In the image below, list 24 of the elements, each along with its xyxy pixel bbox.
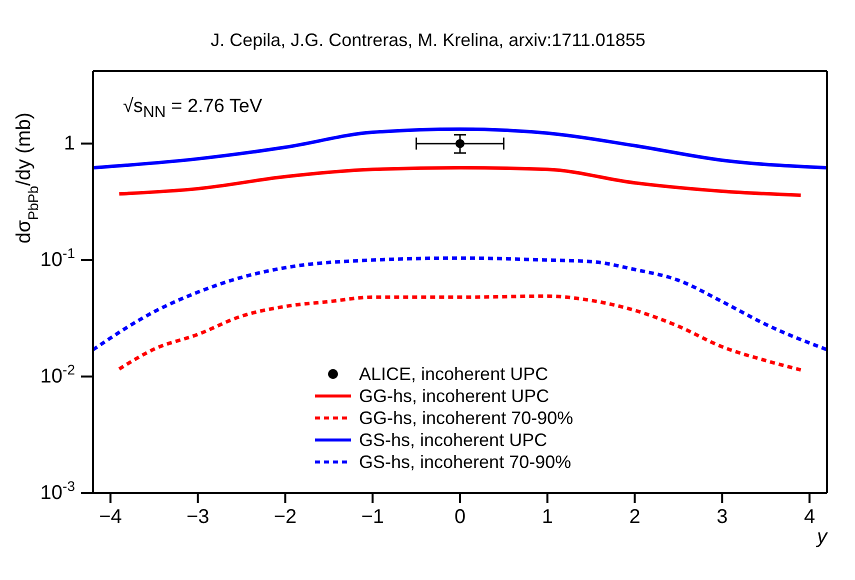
- x-axis-title: y: [815, 526, 828, 548]
- x-tick-label: −4: [99, 506, 122, 528]
- legend-label: GG-hs, incoherent UPC: [359, 386, 550, 406]
- legend-label: ALICE, incoherent UPC: [359, 364, 548, 384]
- legend-label: GS-hs, incoherent UPC: [359, 430, 548, 450]
- legend-label: GS-hs, incoherent 70-90%: [359, 452, 572, 472]
- x-tick-label: −3: [186, 506, 210, 528]
- x-tick-label: 0: [454, 506, 466, 528]
- line-series: [93, 256, 827, 352]
- x-tick-label: −1: [361, 506, 384, 528]
- chart-title: J. Cepila, J.G. Contreras, M. Krelina, arxiv:1711.01855: [210, 30, 646, 50]
- line-series: [117, 166, 803, 198]
- y-tick-label: 1: [64, 132, 75, 155]
- y-tick-label: 10$^{-1}$: [40, 245, 76, 272]
- y-tick-label: 10$^{-2}$: [40, 362, 76, 388]
- x-tick-label: 4: [804, 506, 816, 528]
- y-tick-label: 10$^{-3}$: [40, 478, 76, 504]
- line-series: [93, 127, 827, 170]
- legend-label: GG-hs, incoherent 70-90%: [359, 408, 574, 428]
- x-tick-label: −2: [274, 506, 297, 528]
- x-tick-label: 3: [716, 506, 728, 528]
- x-tick-label: 2: [629, 506, 640, 528]
- annotation: √s$_{NN}$ = 2.76 TeV: [123, 96, 262, 121]
- x-tick-label: 1: [542, 506, 553, 528]
